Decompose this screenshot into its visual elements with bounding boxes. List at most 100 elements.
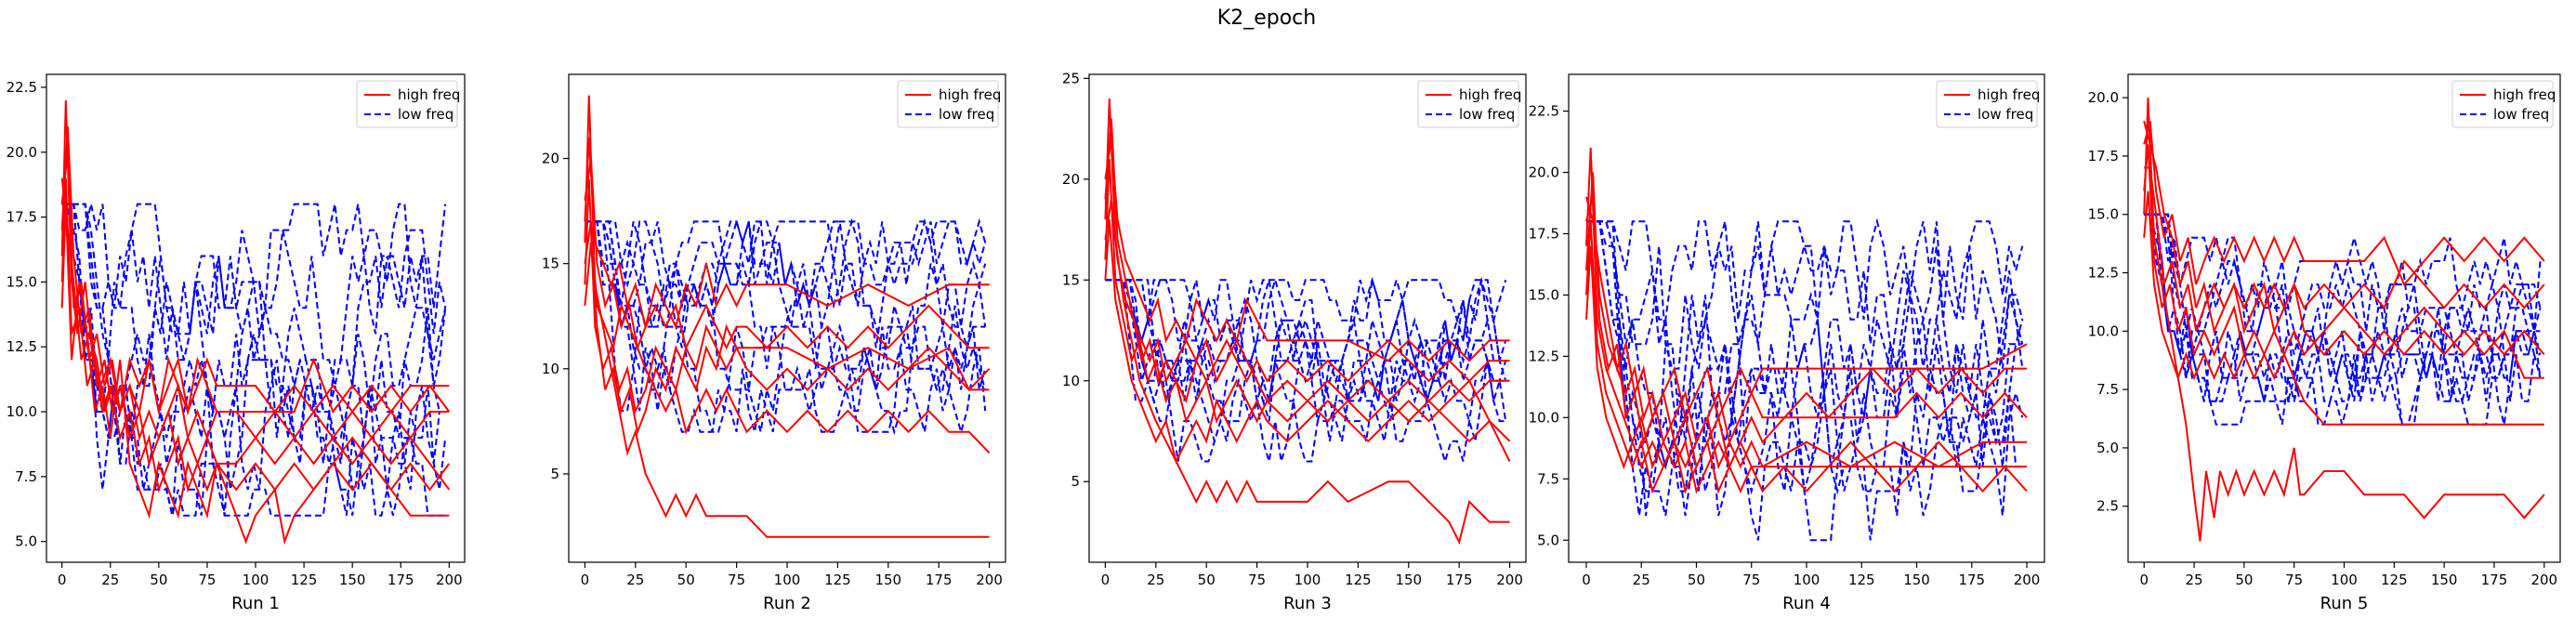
legend-label-1: high freq xyxy=(2493,86,2556,103)
low-freq-line xyxy=(61,203,447,388)
x-axis-label: Run 3 xyxy=(1283,594,1332,613)
x-tick-label: 100 xyxy=(243,572,269,588)
subplot-3: 0 25 50 75 100 125 150 175 200 5 10 15 20 25 Run 3 high… xyxy=(1062,70,1527,613)
legend-label-2: low freq xyxy=(1459,106,1515,123)
low-freq-line xyxy=(585,220,986,414)
high-freq-line-6 xyxy=(584,242,990,436)
y-tick-label: 5.0 xyxy=(2096,440,2119,456)
low-freq-line xyxy=(1105,276,1506,382)
y-tick-label: 10.0 xyxy=(1529,409,1559,426)
subplot-1: 0 25 50 75 100 125 150 175 200 5.0 7.5 10.0 12.5 15.0… xyxy=(7,73,466,613)
y-tick-label: 20.0 xyxy=(7,144,37,161)
high-freq-line-5 xyxy=(60,204,451,519)
x-tick-label: 50 xyxy=(150,572,167,588)
x-tick-label: 100 xyxy=(2331,572,2358,588)
legend-box xyxy=(2451,80,2554,128)
x-tick-label: 200 xyxy=(2014,572,2041,588)
x-tick-label: 0 xyxy=(581,572,590,588)
y-tick-label: 17.5 xyxy=(1529,225,1559,242)
low-freq-line xyxy=(2144,213,2542,402)
y-tick-label: 20 xyxy=(542,151,559,167)
high-freq-line-1 xyxy=(1104,98,1510,546)
y-tick-label: 5.0 xyxy=(15,533,37,550)
y-tick-label: 15.0 xyxy=(1529,286,1559,303)
high-freq-line-4 xyxy=(60,125,450,467)
plot-lines xyxy=(2143,98,2545,542)
y-tick-label: 22.5 xyxy=(1529,103,1559,120)
x-tick-label: 25 xyxy=(1147,572,1164,588)
y-tick-label: 12.5 xyxy=(1529,348,1559,364)
high-freq-line-1 xyxy=(2143,98,2545,542)
plot-lines xyxy=(60,99,451,546)
y-tick-label: 20.0 xyxy=(1529,164,1559,181)
x-tick-label: 100 xyxy=(1295,572,1321,588)
x-tick-label: 175 xyxy=(1446,572,1473,588)
low-freq-line xyxy=(585,220,987,436)
legend-label-2: low freq xyxy=(398,106,453,123)
high-freq-line-2 xyxy=(1104,138,1510,362)
high-freq-line-6 xyxy=(60,178,451,415)
x-tick-label: 25 xyxy=(2185,572,2202,588)
y-tick-label: 12.5 xyxy=(7,338,37,355)
high-freq-line-3 xyxy=(584,179,991,414)
x-tick-label: 100 xyxy=(1794,572,1820,588)
legend-label-2: low freq xyxy=(1978,106,2033,123)
legend-label-2: low freq xyxy=(939,106,994,123)
low-freq-line xyxy=(1105,279,1506,465)
y-tick-label: 17.5 xyxy=(2088,148,2119,164)
x-tick-label: 75 xyxy=(1248,572,1266,588)
high-freq-line-5 xyxy=(584,137,990,351)
y-tick-label: 10 xyxy=(542,361,559,377)
y-tick-label: 2.5 xyxy=(2096,498,2119,515)
legend-label-2: low freq xyxy=(2493,106,2549,123)
x-tick-label: 200 xyxy=(1496,572,1523,588)
y-tick-label: 17.5 xyxy=(7,209,37,226)
low-freq-line xyxy=(1105,279,1507,442)
y-tick-label: 5 xyxy=(550,466,559,482)
x-tick-label: 150 xyxy=(339,572,366,588)
x-axis-label: Run 1 xyxy=(231,594,280,613)
x-tick-label: 50 xyxy=(2235,572,2253,588)
plot-lines xyxy=(584,95,991,538)
x-tick-label: 150 xyxy=(2431,572,2458,588)
x-tick-label: 150 xyxy=(874,572,901,588)
x-tick-label: 25 xyxy=(626,572,644,588)
x-tick-label: 175 xyxy=(926,572,953,588)
x-tick-label: 200 xyxy=(976,572,1003,588)
y-tick-label: 12.5 xyxy=(2088,265,2119,282)
high-freq-line-5 xyxy=(1585,245,2027,470)
x-axis-label: Run 5 xyxy=(2320,594,2369,613)
y-tick-label: 7.5 xyxy=(15,468,37,485)
high-freq-line-5 xyxy=(1104,219,1511,465)
high-freq-line-2 xyxy=(2143,120,2545,286)
x-tick-label: 125 xyxy=(2381,572,2408,588)
x-tick-label: 0 xyxy=(58,572,67,588)
high-freq-line-6 xyxy=(2143,120,2544,379)
y-tick-label: 15 xyxy=(542,256,559,272)
x-tick-label: 75 xyxy=(1742,572,1760,588)
y-tick-label: 7.5 xyxy=(1537,470,1559,487)
x-tick-label: 175 xyxy=(1958,572,1985,588)
y-tick-label: 10 xyxy=(1062,373,1080,389)
x-tick-label: 150 xyxy=(1395,572,1422,588)
y-tick-label: 15 xyxy=(1062,271,1080,288)
high-freq-line-4 xyxy=(1104,199,1510,384)
x-tick-label: 125 xyxy=(291,572,318,588)
plot-lines xyxy=(1104,98,1511,546)
x-tick-label: 75 xyxy=(198,572,216,588)
low-freq-line xyxy=(2144,213,2542,332)
x-tick-label: 125 xyxy=(824,572,851,588)
low-freq-line xyxy=(61,203,447,413)
y-tick-label: 20.0 xyxy=(2088,89,2119,106)
legend-box xyxy=(1936,80,2038,128)
subplot-2: 0 25 50 75 100 125 150 175 200 5 10 15 20 Run 2 high f… xyxy=(542,73,1006,613)
legend-box xyxy=(1417,80,1519,128)
x-tick-label: 100 xyxy=(774,572,801,588)
high-freq-line-1 xyxy=(584,95,990,538)
y-tick-label: 5.0 xyxy=(1537,532,1559,548)
x-tick-label: 50 xyxy=(1198,572,1216,588)
y-tick-label: 20 xyxy=(1062,171,1080,188)
subplots: 0 25 50 75 100 125 150 175 2005.07.510.012.515.0… xyxy=(7,70,2561,613)
low-freq-line xyxy=(1586,220,2024,517)
subplot-5: 0 25 50 75 100 125 150 175 200 2.5 5.0 7.5 10.0 12.5 1… xyxy=(2088,73,2561,613)
